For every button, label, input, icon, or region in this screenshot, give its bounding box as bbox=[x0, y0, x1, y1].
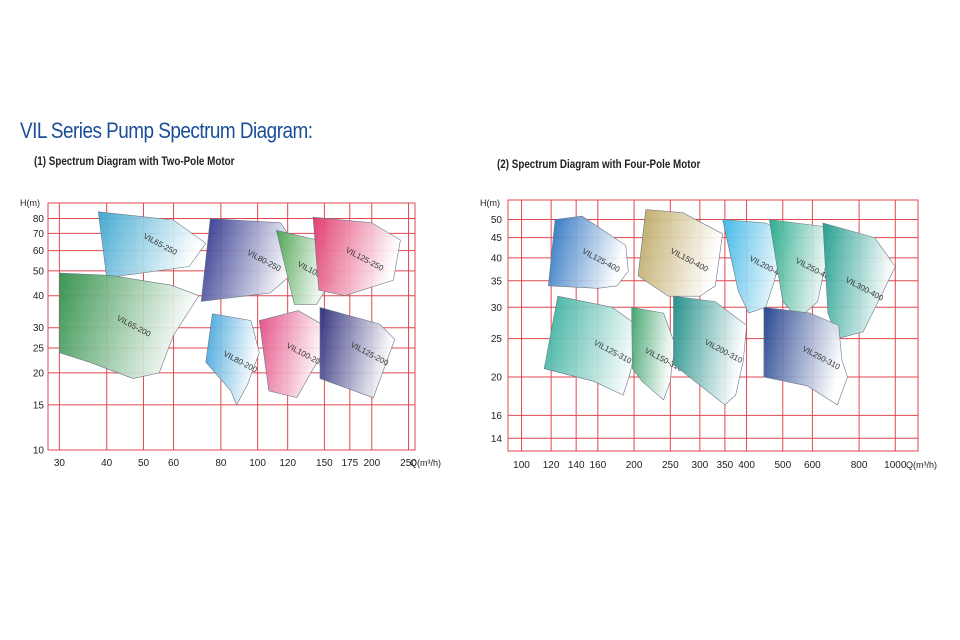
y-axis-label: H(m) bbox=[480, 198, 500, 208]
x-tick-label: 500 bbox=[774, 460, 791, 471]
region-vil80-200 bbox=[205, 313, 260, 406]
y-tick-label: 30 bbox=[33, 323, 45, 334]
region-vil125-310 bbox=[543, 295, 647, 396]
x-tick-label: 50 bbox=[138, 458, 150, 469]
y-tick-label: 80 bbox=[33, 214, 45, 225]
x-tick-label: 250 bbox=[400, 458, 417, 469]
plot-frame bbox=[507, 199, 919, 452]
region-vil125-200 bbox=[319, 307, 396, 399]
x-tick-label: 120 bbox=[279, 458, 296, 469]
y-tick-label: 15 bbox=[33, 400, 45, 411]
y-tick-label: 16 bbox=[491, 411, 503, 422]
y-tick-label: 70 bbox=[33, 229, 45, 240]
x-tick-label: 140 bbox=[568, 460, 585, 471]
region-vil65-250 bbox=[97, 211, 207, 279]
y-tick-label: 20 bbox=[491, 373, 503, 384]
y-tick-label: 14 bbox=[491, 434, 503, 445]
x-tick-label: 60 bbox=[168, 458, 180, 469]
y-tick-label: 50 bbox=[491, 215, 503, 226]
y-axis-label: H(m) bbox=[20, 198, 40, 208]
x-tick-label: 600 bbox=[804, 460, 821, 471]
x-tick-label: 250 bbox=[662, 460, 679, 471]
y-tick-label: 35 bbox=[491, 276, 503, 287]
region-vil100-200 bbox=[258, 310, 329, 399]
region-vil125-250 bbox=[312, 216, 401, 297]
x-tick-label: 400 bbox=[738, 460, 755, 471]
y-tick-label: 45 bbox=[491, 233, 503, 244]
x-tick-label: 1000 bbox=[884, 460, 907, 471]
y-tick-label: 60 bbox=[33, 246, 45, 257]
chart-1-subtitle: (1) Spectrum Diagram with Two-Pole Motor bbox=[34, 154, 235, 168]
x-tick-label: 40 bbox=[101, 458, 113, 469]
region-vil300-400 bbox=[822, 222, 896, 339]
region-vil200-310 bbox=[673, 295, 747, 406]
y-tick-label: 40 bbox=[33, 291, 45, 302]
y-tick-label: 20 bbox=[33, 368, 45, 379]
page-title: VIL Series Pump Spectrum Diagram: bbox=[20, 118, 313, 143]
y-tick-label: 40 bbox=[491, 253, 503, 264]
y-tick-label: 25 bbox=[491, 334, 503, 345]
x-tick-label: 150 bbox=[316, 458, 333, 469]
y-tick-label: 10 bbox=[33, 446, 45, 457]
chart-2-subtitle: (2) Spectrum Diagram with Four-Pole Moto… bbox=[497, 157, 701, 171]
x-tick-label: 120 bbox=[543, 460, 560, 471]
region-vil150-400 bbox=[637, 209, 723, 297]
x-tick-label: 200 bbox=[363, 458, 380, 469]
x-tick-label: 160 bbox=[589, 460, 606, 471]
y-tick-label: 25 bbox=[33, 344, 45, 355]
x-tick-label: 350 bbox=[717, 460, 734, 471]
region-vil65-200 bbox=[59, 272, 200, 379]
x-tick-label: 100 bbox=[513, 460, 530, 471]
x-axis-label: Q(m³/h) bbox=[906, 460, 937, 470]
x-tick-label: 200 bbox=[626, 460, 643, 471]
region-vil125-400 bbox=[548, 215, 629, 289]
x-tick-label: 300 bbox=[692, 460, 709, 471]
x-tick-label: 80 bbox=[215, 458, 227, 469]
y-tick-label: 50 bbox=[33, 266, 45, 277]
y-tick-label: 30 bbox=[491, 303, 503, 314]
x-axis-label: Q(m³/h) bbox=[410, 458, 441, 468]
x-tick-label: 100 bbox=[249, 458, 266, 469]
region-vil250-310 bbox=[763, 306, 848, 406]
region-vil150-310 bbox=[631, 306, 676, 401]
x-tick-label: 175 bbox=[341, 458, 358, 469]
x-tick-label: 800 bbox=[851, 460, 868, 471]
x-tick-label: 30 bbox=[54, 458, 66, 469]
